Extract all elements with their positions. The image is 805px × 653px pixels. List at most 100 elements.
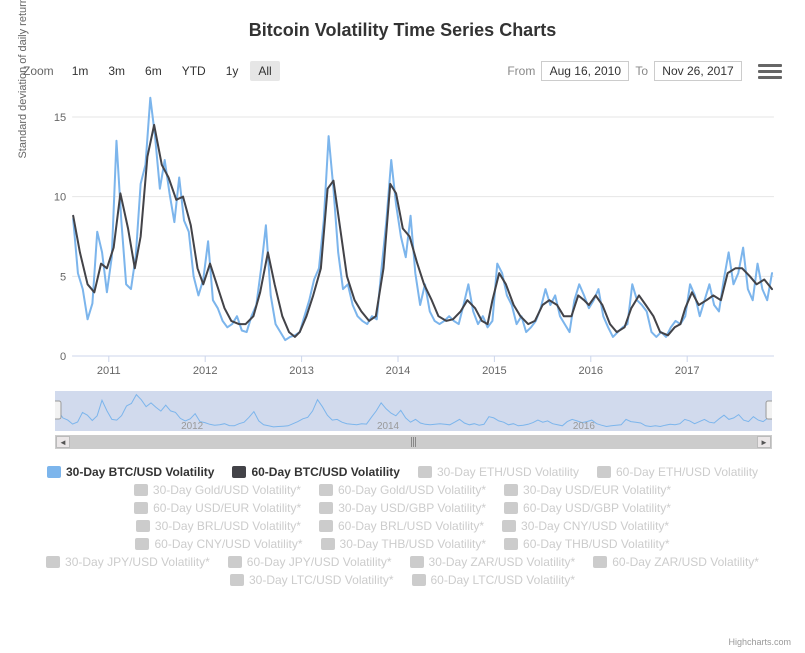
legend-swatch — [504, 538, 518, 550]
legend-swatch — [134, 502, 148, 514]
legend-swatch — [232, 466, 246, 478]
legend-item[interactable]: 30-Day USD/GBP Volatility* — [319, 501, 486, 515]
scroll-grip-icon — [409, 437, 419, 447]
navigator-chart[interactable]: 2012 2014 2016 — [55, 391, 772, 435]
legend-item[interactable]: 30-Day JPY/USD Volatility* — [46, 555, 210, 569]
svg-text:2011: 2011 — [97, 365, 121, 377]
main-line-chart[interactable]: 0510152011201220132014201520162017 — [47, 91, 782, 381]
legend-label: 30-Day JPY/USD Volatility* — [65, 555, 210, 569]
legend-label: 30-Day Gold/USD Volatility* — [153, 483, 301, 497]
zoom-button-3m[interactable]: 3m — [100, 61, 133, 81]
legend-label: 60-Day USD/EUR Volatility* — [153, 501, 301, 515]
legend-label: 60-Day JPY/USD Volatility* — [247, 555, 392, 569]
legend-item[interactable]: 60-Day ZAR/USD Volatility* — [593, 555, 759, 569]
legend-swatch — [504, 502, 518, 514]
legend-swatch — [135, 538, 149, 550]
legend-swatch — [321, 538, 335, 550]
legend-swatch — [412, 574, 426, 586]
zoom-buttons-container: 1m3m6mYTD1yAll — [64, 61, 280, 81]
legend-swatch — [410, 556, 424, 568]
svg-text:5: 5 — [60, 271, 66, 283]
legend-item[interactable]: 60-Day BTC/USD Volatility — [232, 465, 399, 479]
zoom-button-1m[interactable]: 1m — [64, 61, 97, 81]
legend-item[interactable]: 30-Day THB/USD Volatility* — [321, 537, 487, 551]
legend-label: 60-Day LTC/USD Volatility* — [431, 573, 576, 587]
legend-label: 30-Day BTC/USD Volatility — [66, 465, 214, 479]
legend-swatch — [593, 556, 607, 568]
legend-swatch — [504, 484, 518, 496]
scroll-track[interactable] — [70, 436, 757, 448]
legend-item[interactable]: 30-Day USD/EUR Volatility* — [504, 483, 671, 497]
from-date-input[interactable] — [541, 61, 629, 81]
legend-swatch — [228, 556, 242, 568]
legend-item[interactable]: 60-Day CNY/USD Volatility* — [135, 537, 302, 551]
legend-item[interactable]: 60-Day USD/EUR Volatility* — [134, 501, 301, 515]
legend-label: 60-Day USD/GBP Volatility* — [523, 501, 671, 515]
legend-item[interactable]: 30-Day ETH/USD Volatility — [418, 465, 579, 479]
legend-swatch — [230, 574, 244, 586]
svg-text:2014: 2014 — [377, 421, 400, 432]
legend-item[interactable]: 30-Day Gold/USD Volatility* — [134, 483, 301, 497]
legend-item[interactable]: 60-Day BRL/USD Volatility* — [319, 519, 484, 533]
chart-container: Bitcoin Volatility Time Series Charts Zo… — [0, 0, 805, 653]
scroll-right-icon[interactable]: ► — [757, 436, 771, 448]
legend-label: 30-Day CNY/USD Volatility* — [521, 519, 669, 533]
legend-swatch — [597, 466, 611, 478]
scroll-left-icon[interactable]: ◄ — [56, 436, 70, 448]
legend-item[interactable]: 60-Day JPY/USD Volatility* — [228, 555, 392, 569]
svg-text:2015: 2015 — [482, 365, 507, 377]
legend-label: 60-Day CNY/USD Volatility* — [154, 537, 302, 551]
legend-label: 30-Day LTC/USD Volatility* — [249, 573, 394, 587]
svg-text:2012: 2012 — [193, 365, 218, 377]
legend-swatch — [502, 520, 516, 532]
svg-text:10: 10 — [54, 192, 66, 204]
credits-link[interactable]: Highcharts.com — [728, 637, 791, 647]
legend-swatch — [134, 484, 148, 496]
svg-text:2016: 2016 — [573, 421, 596, 432]
legend-label: 60-Day ZAR/USD Volatility* — [612, 555, 759, 569]
zoom-button-ytd[interactable]: YTD — [174, 61, 214, 81]
legend-item[interactable]: 60-Day ETH/USD Volatility — [597, 465, 758, 479]
navigator: 2012 2014 2016 ◄ ► — [55, 391, 772, 451]
legend-item[interactable]: 60-Day LTC/USD Volatility* — [412, 573, 576, 587]
legend-item[interactable]: 60-Day USD/GBP Volatility* — [504, 501, 671, 515]
export-menu-icon[interactable] — [758, 59, 782, 83]
legend-swatch — [319, 484, 333, 496]
legend-label: 60-Day Gold/USD Volatility* — [338, 483, 486, 497]
legend-label: 30-Day USD/GBP Volatility* — [338, 501, 486, 515]
chart-controls: Zoom 1m3m6mYTD1yAll From To — [15, 59, 790, 83]
legend-item[interactable]: 30-Day BRL/USD Volatility* — [136, 519, 301, 533]
to-date-input[interactable] — [654, 61, 742, 81]
legend-label: 30-Day USD/EUR Volatility* — [523, 483, 671, 497]
zoom-button-6m[interactable]: 6m — [137, 61, 170, 81]
legend-item[interactable]: 30-Day CNY/USD Volatility* — [502, 519, 669, 533]
legend-label: 30-Day THB/USD Volatility* — [340, 537, 487, 551]
legend-item[interactable]: 30-Day ZAR/USD Volatility* — [410, 555, 576, 569]
legend-swatch — [136, 520, 150, 532]
legend-item[interactable]: 60-Day Gold/USD Volatility* — [319, 483, 486, 497]
svg-text:2014: 2014 — [386, 365, 411, 377]
plot-area: Standard deviation of daily returns 0510… — [47, 91, 782, 381]
zoom-button-all[interactable]: All — [250, 61, 279, 81]
legend-item[interactable]: 60-Day THB/USD Volatility* — [504, 537, 670, 551]
date-range-group: From To — [507, 59, 782, 83]
svg-text:2012: 2012 — [181, 421, 204, 432]
zoom-button-1y[interactable]: 1y — [218, 61, 247, 81]
navigator-scrollbar[interactable]: ◄ ► — [55, 435, 772, 449]
legend-item[interactable]: 30-Day BTC/USD Volatility — [47, 465, 214, 479]
legend-label: 60-Day BTC/USD Volatility — [251, 465, 399, 479]
svg-text:2017: 2017 — [675, 365, 700, 377]
legend-swatch — [319, 520, 333, 532]
to-label: To — [635, 64, 648, 78]
legend-label: 60-Day THB/USD Volatility* — [523, 537, 670, 551]
scroll-thumb[interactable] — [70, 436, 757, 448]
chart-title: Bitcoin Volatility Time Series Charts — [15, 20, 790, 41]
legend-swatch — [47, 466, 61, 478]
legend: 30-Day BTC/USD Volatility 60-Day BTC/USD … — [45, 465, 760, 587]
legend-label: 30-Day ETH/USD Volatility — [437, 465, 579, 479]
legend-item[interactable]: 30-Day LTC/USD Volatility* — [230, 573, 394, 587]
y-axis-label: Standard deviation of daily returns — [17, 0, 29, 159]
legend-label: 30-Day BRL/USD Volatility* — [155, 519, 301, 533]
legend-label: 60-Day ETH/USD Volatility — [616, 465, 758, 479]
svg-text:2013: 2013 — [289, 365, 314, 377]
